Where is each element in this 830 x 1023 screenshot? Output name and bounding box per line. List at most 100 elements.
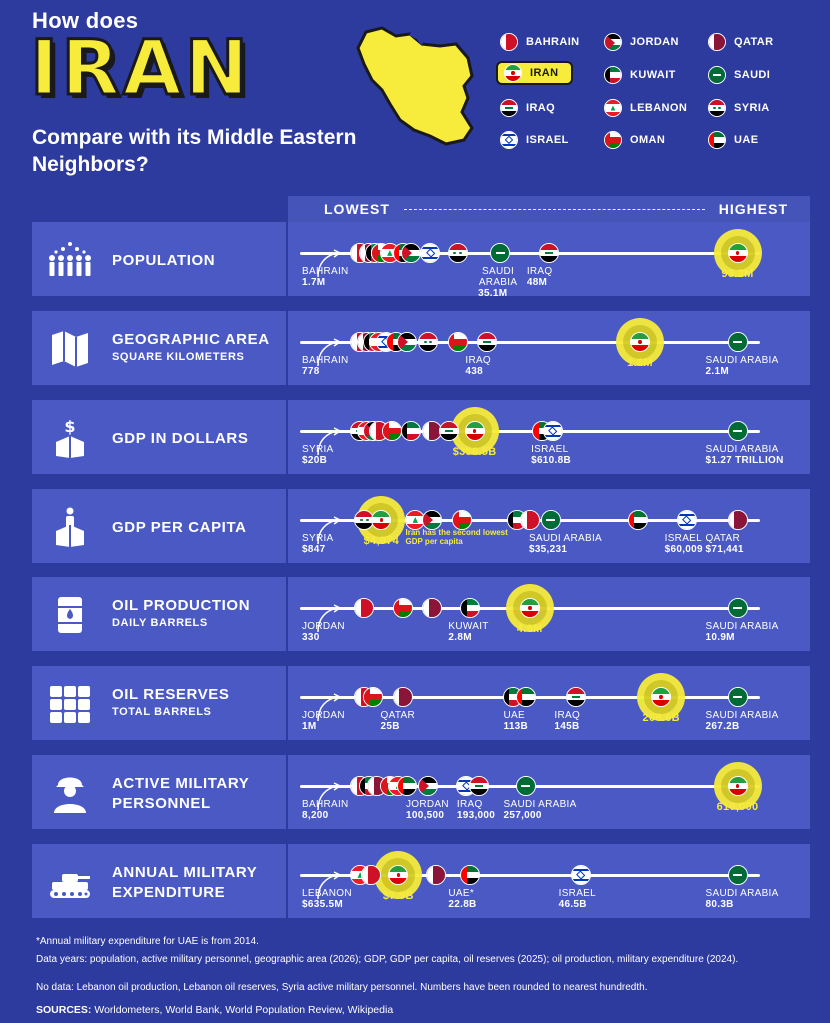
value-label: $4,074 bbox=[351, 536, 411, 547]
label-value: 193,000 bbox=[456, 810, 496, 821]
jordan-flag-icon bbox=[422, 510, 443, 530]
value-label: SAUDI ARABIA $1.27 TRILLION bbox=[706, 444, 784, 466]
iran-flag-icon bbox=[727, 776, 748, 796]
legend-item-iraq: IRAQ bbox=[500, 96, 555, 120]
legend-label: IRAQ bbox=[526, 102, 556, 114]
scale-line bbox=[300, 341, 760, 344]
label-value: $20B bbox=[302, 455, 328, 466]
row-subtitle: PERSONNEL bbox=[112, 795, 211, 812]
scale-line bbox=[300, 874, 760, 877]
sources-list: Worldometers, World Bank, World Populati… bbox=[94, 1004, 394, 1016]
oman-flag-icon bbox=[381, 421, 402, 441]
label-country: SAUDI ARABIA bbox=[705, 888, 779, 899]
label-country: LEBANON bbox=[302, 888, 352, 899]
value-label: SAUDI ARABIA 257,000 bbox=[504, 799, 577, 821]
label-value: 25B bbox=[380, 721, 400, 732]
value-label: JORDAN 330 bbox=[302, 621, 345, 643]
label-country: ISRAEL bbox=[664, 533, 702, 544]
iran-flag-icon bbox=[651, 687, 672, 707]
row-title: GEOGRAPHIC AREA bbox=[112, 331, 270, 348]
leader-arrow-icon bbox=[317, 782, 342, 811]
label-country: SYRIA bbox=[302, 444, 334, 455]
title-big: IRAN bbox=[28, 23, 252, 112]
label-value: 113B bbox=[503, 721, 529, 732]
iran-flag-icon bbox=[464, 421, 485, 441]
oman-flag-icon bbox=[447, 332, 468, 352]
person-box-icon bbox=[48, 507, 92, 547]
legend-label: ISRAEL bbox=[526, 134, 569, 146]
iraq-flag-icon bbox=[468, 776, 489, 796]
syria-flag-icon bbox=[447, 243, 468, 263]
bahrain-flag-icon bbox=[360, 865, 381, 885]
legend-item-lebanon: LEBANON bbox=[604, 96, 687, 120]
label-value: 778 bbox=[302, 366, 320, 377]
people-icon bbox=[48, 240, 92, 280]
label-country: QATAR bbox=[380, 710, 416, 721]
saudi-flag-icon bbox=[727, 332, 748, 352]
value-label: BAHRAIN 1.7M bbox=[302, 266, 349, 288]
leader-arrow-icon bbox=[317, 693, 342, 722]
leader-arrow-icon bbox=[317, 516, 342, 545]
label-value: $35,231 bbox=[528, 544, 568, 555]
row-label-panel: OIL RESERVES TOTAL BARRELS bbox=[32, 666, 286, 740]
label-value: 145B bbox=[554, 721, 580, 732]
qatar-flag-icon bbox=[392, 687, 413, 707]
legend-label: JORDAN bbox=[630, 36, 679, 48]
value-label: 93.2M bbox=[708, 269, 768, 280]
label-country: SAUDI ARABIA bbox=[705, 710, 779, 721]
label-country: SAUDI ARABIA bbox=[503, 799, 577, 810]
row-label-panel: POPULATION bbox=[32, 222, 286, 296]
value-label: SAUDI ARABIA 80.3B bbox=[706, 888, 779, 910]
leader-arrow-icon bbox=[317, 338, 342, 367]
footer-data-years: Data years: population, active military … bbox=[36, 954, 739, 965]
saudi-flag-icon bbox=[708, 66, 726, 84]
label-value: 4.6M bbox=[516, 623, 543, 635]
saudi-flag-icon bbox=[490, 243, 511, 263]
legend-item-israel: ISRAEL bbox=[500, 128, 569, 152]
label-value: 257,000 bbox=[503, 810, 542, 821]
label-value: $356.5B bbox=[452, 446, 497, 458]
label-value: 100,500 bbox=[406, 810, 445, 821]
qatar-flag-icon bbox=[708, 33, 726, 51]
scale-line bbox=[300, 430, 760, 433]
iran-highlight-halo bbox=[616, 318, 664, 366]
row-subtitle: DAILY BARRELS bbox=[112, 617, 208, 629]
legend-label: QATAR bbox=[734, 36, 774, 48]
label-country: SAUDI ARABIA bbox=[478, 266, 518, 288]
row-oil_prod: OIL PRODUCTION DAILY BARRELS bbox=[32, 577, 810, 651]
value-label: UAE* 22.8B bbox=[448, 888, 476, 910]
sources-label: SOURCES: bbox=[36, 1004, 92, 1016]
label-country: IRAQ bbox=[456, 799, 483, 810]
label-country: IRAQ bbox=[554, 710, 581, 721]
label-country: KUWAIT bbox=[448, 621, 489, 632]
legend-label: IRAN bbox=[530, 67, 559, 79]
barrels-icon bbox=[48, 684, 92, 724]
label-value: $847 bbox=[302, 544, 326, 555]
label-value: 1.6M bbox=[627, 357, 653, 369]
iran-flag-icon bbox=[388, 865, 409, 885]
label-value: 48M bbox=[526, 277, 548, 288]
map-icon bbox=[48, 329, 92, 369]
oman-flag-icon bbox=[362, 687, 383, 707]
label-value: $60,009 bbox=[664, 544, 703, 555]
legend-item-oman: OMAN bbox=[604, 128, 665, 152]
oman-flag-icon bbox=[392, 598, 413, 618]
row-title: OIL PRODUCTION bbox=[112, 597, 251, 614]
oman-flag-icon bbox=[604, 131, 622, 149]
value-label: LEBANON $635.5M bbox=[302, 888, 352, 910]
title-small: How does bbox=[32, 8, 139, 33]
value-label: IRAQ 438 bbox=[465, 355, 491, 377]
label-value: 35.1M bbox=[478, 288, 508, 299]
legend: BAHRAIN JORDAN QATAR IRAN KUWAIT SAUDI IRAQ LEB… bbox=[496, 30, 820, 160]
iraq-flag-icon bbox=[566, 687, 587, 707]
value-label: SAUDI ARABIA 267.2B bbox=[706, 710, 779, 732]
value-label: JORDAN 1M bbox=[302, 710, 345, 732]
value-label: 208.6B bbox=[631, 713, 691, 724]
row-expenditure: ANNUAL MILITARY EXPENDITURE bbox=[32, 844, 810, 918]
uae-flag-icon bbox=[515, 687, 536, 707]
iran-map-icon bbox=[356, 26, 474, 146]
scale-line bbox=[300, 252, 760, 255]
row-title: POPULATION bbox=[112, 252, 216, 269]
label-country: SYRIA bbox=[302, 533, 334, 544]
saudi-flag-icon bbox=[727, 687, 748, 707]
